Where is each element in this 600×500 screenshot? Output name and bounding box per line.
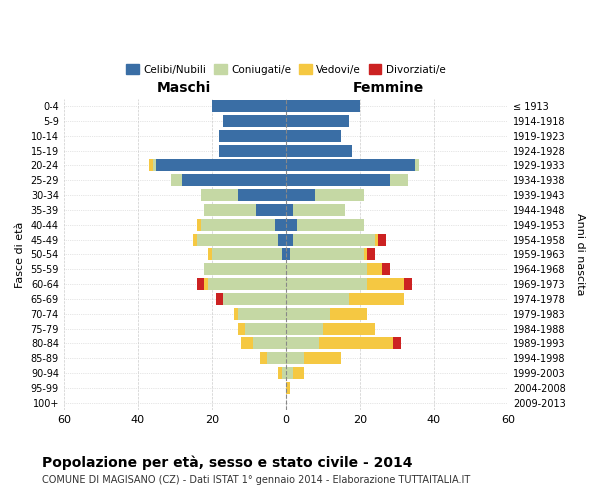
- Bar: [201, 189, 238, 201]
- Bar: [286, 278, 367, 290]
- Text: Maschi: Maschi: [157, 82, 211, 96]
- Bar: [293, 367, 304, 379]
- Bar: [367, 248, 374, 260]
- Bar: [212, 248, 282, 260]
- Bar: [205, 204, 256, 216]
- Bar: [293, 234, 374, 245]
- Bar: [415, 160, 419, 172]
- Bar: [286, 367, 293, 379]
- Bar: [286, 264, 367, 275]
- Bar: [238, 322, 245, 334]
- Bar: [241, 338, 253, 349]
- Bar: [215, 293, 223, 305]
- Bar: [205, 264, 286, 275]
- Bar: [197, 219, 201, 230]
- Bar: [290, 248, 364, 260]
- Bar: [157, 160, 286, 172]
- Bar: [212, 100, 286, 112]
- Bar: [260, 352, 268, 364]
- Bar: [286, 115, 349, 127]
- Text: Popolazione per età, sesso e stato civile - 2014: Popolazione per età, sesso e stato civil…: [42, 455, 413, 469]
- Bar: [286, 100, 360, 112]
- Bar: [223, 293, 286, 305]
- Bar: [171, 174, 182, 186]
- Bar: [197, 278, 205, 290]
- Bar: [286, 308, 330, 320]
- Bar: [182, 174, 286, 186]
- Bar: [286, 248, 290, 260]
- Bar: [219, 130, 286, 141]
- Bar: [364, 248, 367, 260]
- Bar: [256, 204, 286, 216]
- Bar: [238, 189, 286, 201]
- Bar: [367, 264, 382, 275]
- Bar: [286, 189, 316, 201]
- Legend: Celibi/Nubili, Coniugati/e, Vedovi/e, Divorziati/e: Celibi/Nubili, Coniugati/e, Vedovi/e, Di…: [122, 60, 449, 79]
- Bar: [367, 278, 404, 290]
- Bar: [282, 248, 286, 260]
- Bar: [208, 248, 212, 260]
- Bar: [286, 322, 323, 334]
- Bar: [245, 322, 286, 334]
- Bar: [205, 278, 208, 290]
- Bar: [323, 322, 374, 334]
- Bar: [330, 308, 367, 320]
- Bar: [193, 234, 197, 245]
- Bar: [282, 367, 286, 379]
- Bar: [286, 382, 290, 394]
- Bar: [275, 219, 286, 230]
- Bar: [293, 204, 345, 216]
- Text: Femmine: Femmine: [352, 82, 424, 96]
- Bar: [349, 293, 404, 305]
- Bar: [304, 352, 341, 364]
- Bar: [374, 234, 379, 245]
- Bar: [286, 352, 304, 364]
- Bar: [286, 338, 319, 349]
- Bar: [286, 130, 341, 141]
- Bar: [268, 352, 286, 364]
- Bar: [286, 160, 415, 172]
- Bar: [286, 293, 349, 305]
- Bar: [234, 308, 238, 320]
- Bar: [404, 278, 412, 290]
- Bar: [223, 115, 286, 127]
- Bar: [208, 278, 286, 290]
- Y-axis label: Fasce di età: Fasce di età: [15, 221, 25, 288]
- Bar: [286, 204, 293, 216]
- Bar: [319, 338, 393, 349]
- Bar: [278, 367, 282, 379]
- Bar: [149, 160, 152, 172]
- Bar: [201, 219, 275, 230]
- Bar: [379, 234, 386, 245]
- Bar: [219, 144, 286, 156]
- Bar: [286, 174, 389, 186]
- Bar: [382, 264, 389, 275]
- Bar: [316, 189, 364, 201]
- Text: COMUNE DI MAGISANO (CZ) - Dati ISTAT 1° gennaio 2014 - Elaborazione TUTTAITALIA.: COMUNE DI MAGISANO (CZ) - Dati ISTAT 1° …: [42, 475, 470, 485]
- Y-axis label: Anni di nascita: Anni di nascita: [575, 213, 585, 296]
- Bar: [286, 219, 297, 230]
- Bar: [286, 234, 293, 245]
- Bar: [297, 219, 364, 230]
- Bar: [253, 338, 286, 349]
- Bar: [278, 234, 286, 245]
- Bar: [389, 174, 408, 186]
- Bar: [393, 338, 401, 349]
- Bar: [286, 144, 352, 156]
- Bar: [197, 234, 278, 245]
- Bar: [238, 308, 286, 320]
- Bar: [152, 160, 157, 172]
